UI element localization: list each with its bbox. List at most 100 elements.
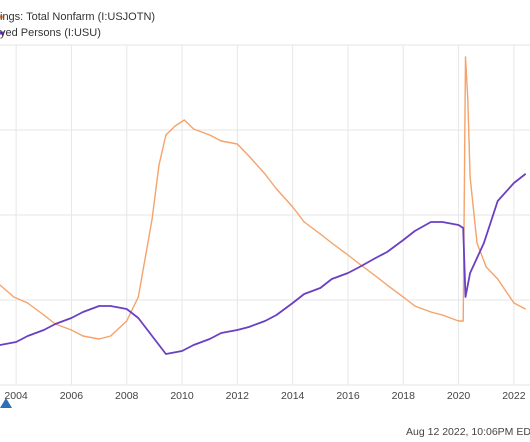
x-tick-label: 2016	[336, 390, 360, 402]
data-point-unemployed-persons	[70, 317, 72, 319]
series-line-job-openings	[0, 56, 526, 340]
data-point-job-openings	[27, 302, 29, 304]
data-point-unemployed-persons	[497, 200, 499, 202]
logo-icon	[0, 398, 12, 408]
data-point-job-openings	[165, 134, 167, 136]
data-point-job-openings	[467, 98, 469, 100]
data-point-unemployed-persons	[110, 305, 112, 307]
data-point-job-openings	[209, 134, 211, 136]
data-point-job-openings	[462, 320, 464, 322]
data-point-unemployed-persons	[430, 221, 432, 223]
data-point-job-openings	[158, 164, 160, 166]
data-point-job-openings	[264, 173, 266, 175]
data-point-job-openings	[402, 296, 404, 298]
data-point-unemployed-persons	[331, 278, 333, 280]
data-point-job-openings	[497, 278, 499, 280]
data-point-job-openings	[375, 275, 377, 277]
data-point-job-openings	[275, 188, 278, 190]
data-point-job-openings	[358, 263, 361, 265]
data-point-unemployed-persons	[82, 311, 84, 313]
data-point-unemployed-persons	[0, 344, 1, 346]
data-point-unemployed-persons	[98, 305, 100, 307]
data-point-job-openings	[414, 305, 416, 307]
data-point-unemployed-persons	[248, 326, 250, 328]
data-point-job-openings	[110, 335, 112, 337]
data-point-job-openings	[98, 338, 100, 340]
data-point-unemployed-persons	[375, 257, 377, 259]
data-point-unemployed-persons	[153, 338, 155, 340]
gridlines	[0, 44, 530, 386]
data-point-job-openings	[331, 242, 333, 244]
data-point-job-openings	[319, 233, 321, 235]
data-point-job-openings	[303, 221, 305, 223]
data-point-unemployed-persons	[469, 272, 471, 274]
data-point-job-openings	[476, 242, 478, 244]
data-point-job-openings	[137, 296, 139, 298]
data-point-unemployed-persons	[15, 341, 17, 343]
legend-label-job-openings: ings: Total Nonfarm (I:USJOTN)	[0, 11, 155, 23]
data-point-unemployed-persons	[193, 344, 195, 346]
data-point-unemployed-persons	[43, 329, 45, 331]
data-point-unemployed-persons	[264, 320, 266, 322]
data-point-unemployed-persons	[181, 350, 183, 352]
data-point-unemployed-persons	[441, 221, 443, 223]
data-point-unemployed-persons	[275, 314, 278, 316]
x-tick-label: 2022	[502, 390, 526, 402]
data-point-job-openings	[485, 266, 487, 268]
data-point-job-openings	[236, 143, 238, 145]
data-point-job-openings	[151, 218, 153, 220]
x-axis-ticks: 2004 2006 2008 2010 2012 2014 2016 2018 2020 2022	[4, 390, 525, 402]
data-point-job-openings	[513, 302, 515, 304]
data-point-unemployed-persons	[54, 323, 56, 325]
data-point-job-openings	[0, 284, 1, 286]
legend: ings: Total Nonfarm (I:USJOTN) yed Perso…	[0, 11, 155, 39]
data-point-job-openings	[220, 140, 222, 142]
data-point-job-openings	[441, 314, 443, 316]
data-point-job-openings	[174, 125, 176, 127]
data-point-unemployed-persons	[462, 227, 464, 229]
data-point-job-openings	[13, 296, 15, 298]
series-line-unemployed-persons	[0, 173, 526, 355]
data-point-unemployed-persons	[358, 266, 361, 268]
x-tick-label: 2008	[115, 390, 139, 402]
data-point-unemployed-persons	[292, 302, 294, 304]
data-point-job-openings	[126, 320, 128, 322]
data-point-unemployed-persons	[402, 239, 404, 241]
data-point-job-openings	[183, 119, 185, 121]
data-point-job-openings	[430, 311, 432, 313]
data-point-unemployed-persons	[464, 296, 467, 298]
x-tick-label: 2014	[281, 390, 305, 402]
data-point-unemployed-persons	[165, 353, 167, 355]
data-point-job-openings	[458, 320, 460, 322]
data-point-unemployed-persons	[137, 317, 139, 319]
x-tick-label: 2012	[226, 390, 250, 402]
data-point-job-openings	[70, 329, 72, 331]
data-point-unemployed-persons	[513, 182, 515, 184]
data-point-job-openings	[347, 254, 349, 256]
footer-timestamp: Aug 12 2022, 10:06PM EDT. Powered	[406, 426, 530, 438]
data-point-unemployed-persons	[319, 287, 321, 289]
data-point-job-openings	[386, 284, 388, 286]
legend-label-unemployed-persons: yed Persons (I:USU)	[0, 27, 101, 39]
data-point-unemployed-persons	[209, 338, 211, 340]
data-point-unemployed-persons	[220, 332, 222, 334]
data-point-job-openings	[292, 206, 294, 208]
x-tick-label: 2010	[170, 390, 194, 402]
data-point-unemployed-persons	[303, 293, 305, 295]
data-point-unemployed-persons	[414, 230, 416, 232]
data-point-job-openings	[464, 56, 467, 58]
data-point-job-openings	[524, 308, 527, 310]
data-point-unemployed-persons	[347, 272, 349, 274]
data-point-unemployed-persons	[483, 242, 485, 244]
data-point-job-openings	[248, 155, 250, 157]
data-point-unemployed-persons	[236, 329, 238, 331]
data-point-job-openings	[43, 314, 45, 316]
x-tick-label: 2020	[447, 390, 471, 402]
data-point-job-openings	[193, 128, 195, 130]
data-point-unemployed-persons	[27, 335, 29, 337]
data-point-unemployed-persons	[458, 224, 460, 226]
data-point-unemployed-persons	[386, 251, 388, 253]
x-tick-label: 2018	[392, 390, 416, 402]
data-point-unemployed-persons	[524, 173, 527, 175]
